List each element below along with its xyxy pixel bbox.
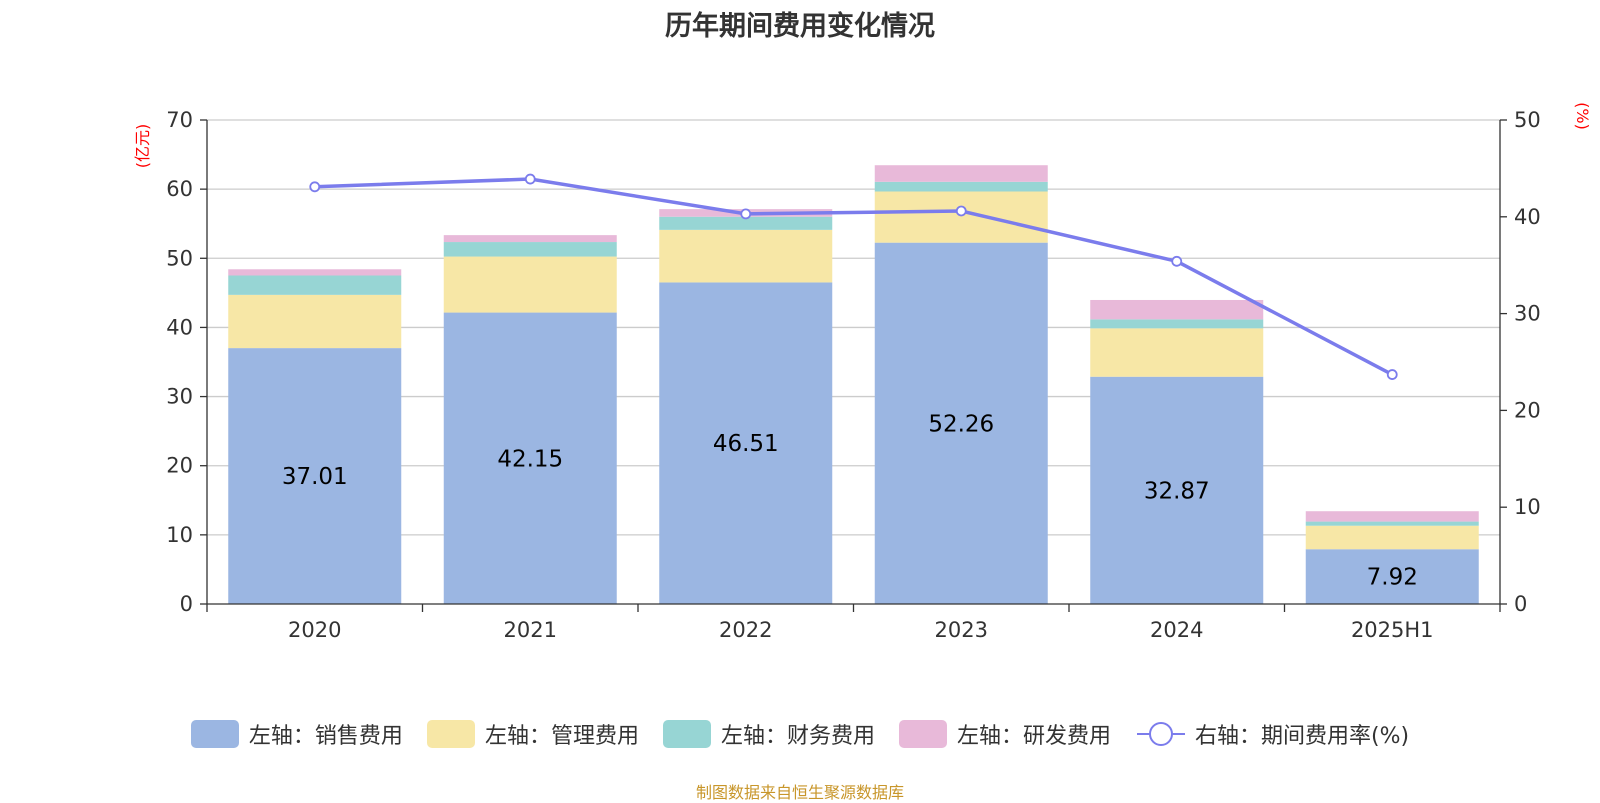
bar-segment-rnd-4 [1090, 299, 1264, 320]
bar-data-label: 37.01 [282, 464, 348, 490]
bar-data-label: 46.51 [713, 431, 779, 457]
rate-point-5 [1386, 369, 1398, 380]
rate-line [314, 177, 1394, 377]
bar-segment-admin-5 [1305, 525, 1479, 550]
x-axis-tick-label: 2022 [719, 618, 772, 642]
bar-data-label: 52.26 [928, 411, 994, 437]
legend-swatch [898, 720, 947, 748]
right-axis-unit: (%) [1573, 102, 1592, 130]
right-axis-tick-label: 40 [1514, 205, 1541, 229]
bar-data-labels: 37.01 42.15 46.51 52.26 32.87 7.92 [282, 411, 1418, 590]
legend-item[interactable]: 左轴：研发费用 [898, 718, 1111, 750]
bar-segment-sales-3 [874, 242, 1048, 604]
right-axis-tick-label: 0 [1514, 592, 1527, 616]
legend-label: 右轴：期间费用率(%) [1194, 724, 1410, 749]
left-axis-tick-label: 10 [166, 523, 193, 547]
right-axis-tick-label: 50 [1514, 108, 1541, 132]
bar-segment-finance-1 [443, 242, 617, 257]
left-axis-tick-label: 50 [166, 246, 193, 270]
bar-segment-sales-5 [1305, 549, 1479, 604]
rate-point-0 [309, 181, 321, 193]
bar-series [228, 165, 1479, 604]
legend-line-marker-icon [1136, 722, 1185, 746]
x-axis-tick-label: 2023 [935, 618, 988, 642]
rate-point-1 [524, 173, 536, 185]
left-axis-tick-label: 60 [166, 177, 193, 201]
bar-segment-sales-4 [1090, 376, 1264, 604]
legend-label: 左轴：研发费用 [956, 724, 1111, 749]
axes: 0 10 20 30 40 50 60 70 0 10 20 30 40 50 2020 2021 2022 20… [166, 108, 1540, 642]
bar-segment-sales-1 [443, 312, 617, 604]
rate-point-3 [955, 205, 967, 217]
legend-swatch [190, 720, 239, 748]
legend-label: 左轴：管理费用 [484, 724, 639, 749]
bar-segment-rnd-3 [874, 165, 1048, 182]
source-note: 制图数据来自恒生聚源数据库 [695, 783, 904, 802]
chart-title: 历年期间费用变化情况 [665, 11, 935, 42]
rate-point-4 [1171, 255, 1183, 267]
legend-item[interactable]: 左轴：财务费用 [662, 718, 875, 750]
bar-data-label: 32.87 [1144, 478, 1210, 504]
left-axis-tick-label: 70 [166, 108, 193, 132]
bar-segment-admin-4 [1090, 328, 1264, 377]
x-axis-tick-label: 2024 [1150, 618, 1203, 642]
grid-lines [207, 119, 1500, 536]
bar-segment-finance-3 [874, 181, 1048, 192]
left-axis-tick-label: 30 [166, 385, 193, 409]
bar-data-label: 7.92 [1367, 565, 1418, 591]
legend-label: 左轴：财务费用 [720, 724, 875, 749]
bar-segment-admin-1 [443, 256, 617, 313]
bar-segment-finance-4 [1090, 319, 1264, 329]
legend: 左轴：销售费用 左轴：管理费用 左轴：财务费用 左轴：研发费用 右轴：期间费用率(%) [0, 718, 1600, 750]
legend-item[interactable]: 左轴：销售费用 [190, 718, 403, 750]
x-axis-tick-label: 2025H1 [1351, 618, 1434, 642]
legend-marker [1148, 722, 1173, 746]
bar-segment-rnd-0 [228, 269, 402, 276]
right-axis-tick-label: 10 [1514, 495, 1541, 519]
left-axis-tick-label: 20 [166, 454, 193, 478]
bar-segment-finance-5 [1305, 521, 1479, 526]
right-axis-tick-label: 30 [1514, 302, 1541, 326]
bar-segment-finance-0 [228, 275, 402, 295]
bar-data-label: 42.15 [497, 446, 563, 472]
left-axis-tick-label: 0 [180, 592, 193, 616]
bar-segment-admin-0 [228, 294, 402, 349]
rate-point-2 [740, 208, 752, 220]
legend-item[interactable]: 右轴：期间费用率(%) [1135, 718, 1409, 750]
legend-swatch [662, 720, 711, 748]
bar-segment-rnd-1 [443, 235, 617, 243]
legend-label: 左轴：销售费用 [248, 724, 403, 749]
bar-segment-admin-2 [659, 229, 833, 283]
bar-segment-rnd-5 [1305, 511, 1479, 522]
legend-swatch [426, 720, 475, 748]
legend-item[interactable]: 左轴：管理费用 [426, 718, 639, 750]
x-axis-tick-label: 2020 [288, 618, 341, 642]
bar-segment-sales-2 [659, 282, 833, 604]
right-axis-tick-label: 20 [1514, 398, 1541, 422]
left-axis-tick-label: 40 [166, 315, 193, 339]
x-axis-tick-label: 2021 [504, 618, 557, 642]
rate-line-series [309, 173, 1398, 380]
left-axis-unit: (亿元) [133, 124, 152, 169]
bar-segment-sales-0 [228, 348, 402, 604]
bar-segment-finance-2 [659, 216, 833, 230]
bar-segment-admin-3 [874, 191, 1048, 243]
